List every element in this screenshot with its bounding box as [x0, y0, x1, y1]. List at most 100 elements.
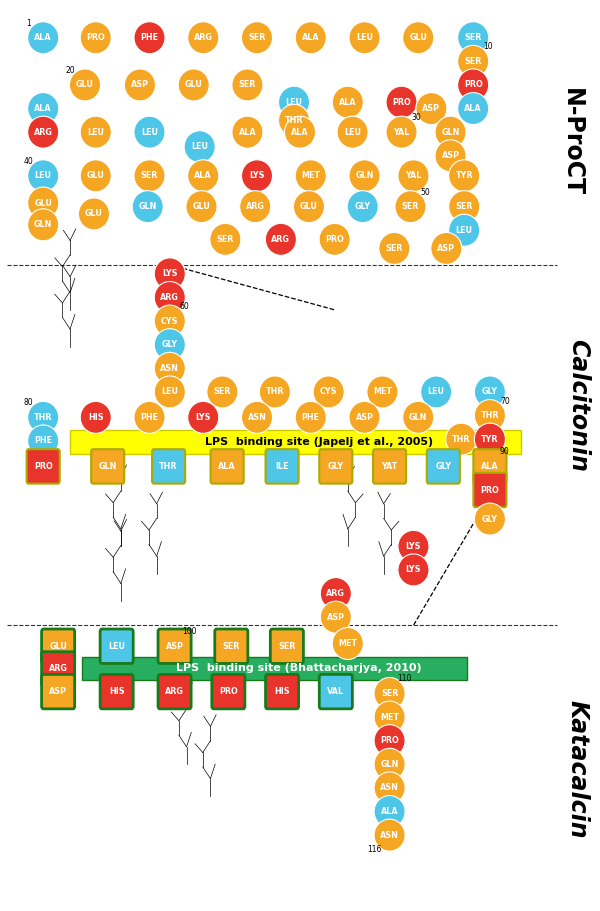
Ellipse shape [379, 232, 410, 264]
FancyBboxPatch shape [100, 674, 133, 709]
Text: ARG: ARG [160, 293, 179, 302]
Text: ASP: ASP [131, 80, 149, 89]
Text: GLU: GLU [76, 80, 94, 89]
Text: SER: SER [381, 689, 398, 698]
Text: HIS: HIS [88, 413, 104, 422]
Ellipse shape [374, 678, 405, 710]
Text: PRO: PRO [86, 33, 105, 42]
Ellipse shape [347, 190, 378, 222]
Ellipse shape [386, 87, 417, 118]
Text: ASP: ASP [166, 641, 184, 650]
Text: ALA: ALA [464, 104, 482, 113]
Ellipse shape [154, 305, 185, 337]
Ellipse shape [134, 22, 165, 54]
Ellipse shape [134, 402, 165, 434]
FancyBboxPatch shape [473, 473, 506, 507]
Ellipse shape [80, 117, 111, 148]
Ellipse shape [337, 117, 368, 148]
Ellipse shape [28, 209, 59, 241]
Text: LYS: LYS [196, 413, 211, 422]
Ellipse shape [458, 22, 489, 54]
Ellipse shape [332, 628, 364, 660]
Text: THR: THR [160, 462, 178, 471]
Text: GLY: GLY [482, 515, 498, 524]
Ellipse shape [188, 159, 219, 191]
Text: PRO: PRO [219, 687, 238, 696]
Ellipse shape [259, 376, 290, 408]
Ellipse shape [475, 503, 505, 535]
Text: SER: SER [464, 56, 482, 66]
FancyBboxPatch shape [82, 657, 467, 680]
FancyBboxPatch shape [373, 449, 406, 484]
Ellipse shape [278, 87, 310, 118]
Ellipse shape [449, 214, 480, 246]
Ellipse shape [241, 159, 272, 191]
Ellipse shape [403, 22, 434, 54]
Text: 40: 40 [23, 157, 33, 166]
Text: N-ProCT: N-ProCT [560, 88, 584, 196]
Text: ARG: ARG [49, 664, 68, 673]
Text: SER: SER [248, 33, 266, 42]
Text: ALA: ALA [34, 104, 52, 113]
Ellipse shape [28, 402, 59, 434]
FancyBboxPatch shape [271, 629, 304, 663]
Text: GLN: GLN [442, 128, 460, 137]
FancyBboxPatch shape [158, 629, 191, 663]
Text: MET: MET [301, 171, 320, 180]
Ellipse shape [188, 402, 219, 434]
Text: PHE: PHE [34, 436, 52, 445]
Ellipse shape [449, 159, 480, 191]
Ellipse shape [319, 223, 350, 255]
Text: GLU: GLU [85, 210, 103, 219]
Text: YAL: YAL [405, 171, 422, 180]
Ellipse shape [435, 117, 466, 148]
FancyBboxPatch shape [319, 674, 352, 709]
Ellipse shape [458, 93, 489, 125]
Ellipse shape [374, 724, 405, 757]
Ellipse shape [28, 93, 59, 125]
Ellipse shape [431, 232, 462, 264]
Ellipse shape [80, 402, 111, 434]
Ellipse shape [449, 190, 480, 222]
Text: ALA: ALA [339, 97, 356, 107]
Text: 60: 60 [180, 302, 190, 311]
Text: ASP: ASP [442, 151, 460, 160]
Text: PRO: PRO [380, 736, 399, 745]
Text: THR: THR [452, 435, 470, 444]
Text: 80: 80 [23, 398, 33, 407]
Text: LYS: LYS [406, 566, 421, 575]
Text: SER: SER [239, 80, 256, 89]
Text: ALA: ALA [34, 33, 52, 42]
Text: GLY: GLY [328, 462, 344, 471]
Ellipse shape [395, 190, 426, 222]
Text: SER: SER [214, 387, 231, 396]
Text: 90: 90 [500, 447, 510, 456]
Text: LYS: LYS [406, 542, 421, 551]
FancyBboxPatch shape [41, 629, 74, 663]
Text: ASN: ASN [380, 831, 399, 840]
Ellipse shape [207, 376, 238, 408]
Text: LEU: LEU [356, 33, 373, 42]
Ellipse shape [403, 402, 434, 434]
Ellipse shape [349, 22, 380, 54]
Text: LEU: LEU [141, 128, 158, 137]
Text: ARG: ARG [34, 128, 53, 137]
Text: YAL: YAL [394, 128, 410, 137]
Ellipse shape [278, 105, 310, 137]
Text: LEU: LEU [161, 387, 178, 396]
Ellipse shape [28, 425, 59, 457]
Ellipse shape [349, 402, 380, 434]
Text: ASP: ASP [49, 687, 67, 696]
Ellipse shape [416, 93, 447, 125]
Ellipse shape [367, 376, 398, 408]
Text: LEU: LEU [456, 226, 473, 235]
Text: 116: 116 [367, 845, 382, 855]
Ellipse shape [239, 190, 271, 222]
Text: SER: SER [455, 202, 473, 211]
Ellipse shape [188, 22, 219, 54]
Text: MET: MET [338, 639, 357, 648]
Ellipse shape [154, 329, 185, 361]
Text: SER: SER [223, 641, 240, 650]
Text: GLU: GLU [185, 80, 203, 89]
Text: Katacalcin: Katacalcin [566, 700, 590, 838]
